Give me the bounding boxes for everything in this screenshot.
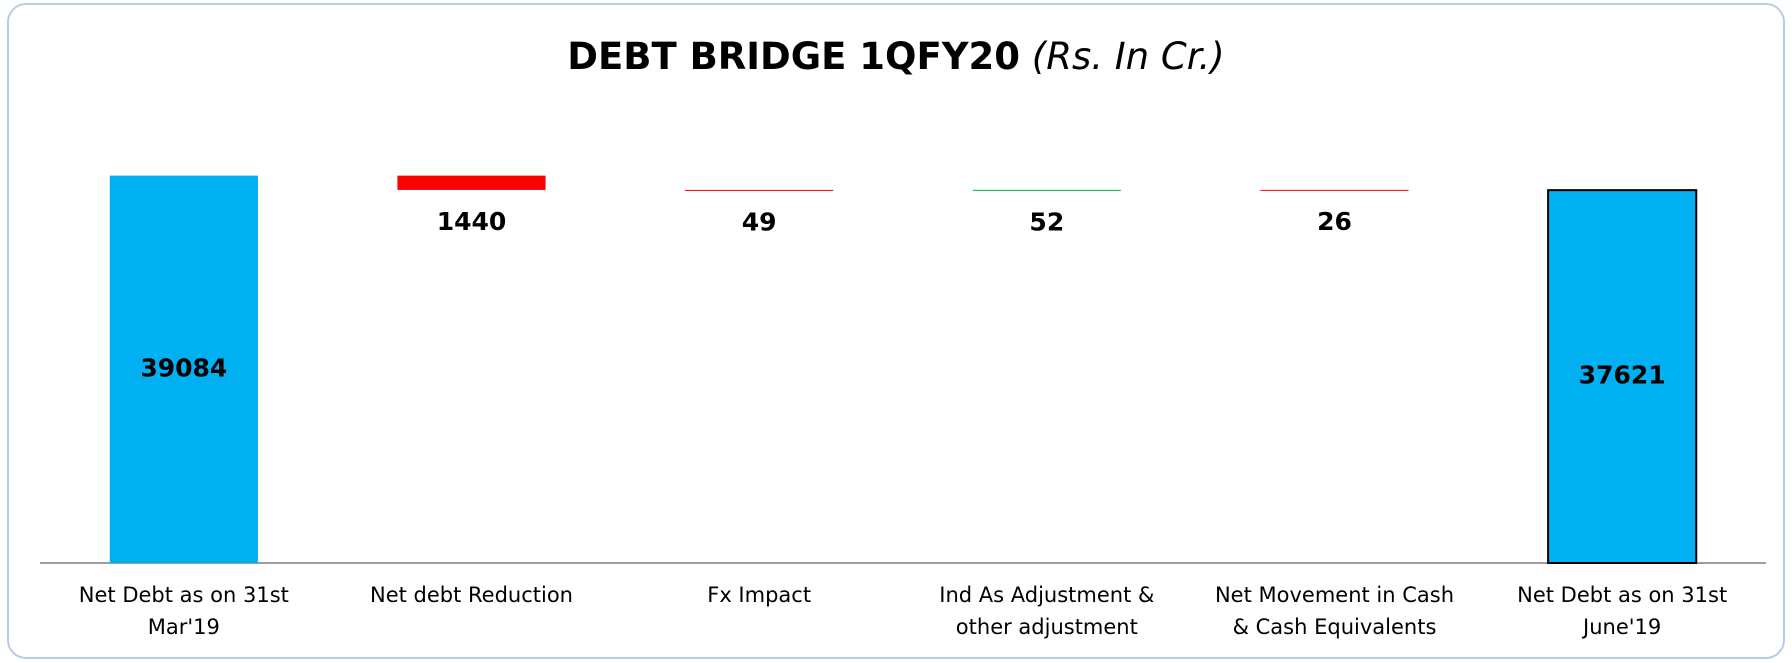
value-label: 39084: [140, 353, 227, 382]
bar: [109, 175, 258, 563]
chart-title: DEBT BRIDGE 1QFY20 (Rs. In Cr.): [567, 35, 1224, 78]
x-tick-label: Net Debt as on 31st June'19: [1517, 583, 1728, 639]
bar: [1547, 189, 1698, 564]
bar: [1260, 189, 1409, 191]
x-tick-label: Net Debt as on 31st Mar'19: [78, 583, 289, 639]
value-label: 49: [742, 207, 777, 236]
subtitle: (Rs. In Cr.): [1032, 35, 1225, 78]
value-label: 37621: [1579, 361, 1666, 390]
x-tick-label: Net Movement in Cash & Cash Equivalents: [1214, 583, 1455, 639]
value-label: 1440: [437, 207, 507, 236]
title: DEBT BRIDGE 1QFY20: [567, 35, 1020, 78]
value-label: 26: [1317, 207, 1352, 236]
x-tick-label: Ind As Adjustment & other adjustment: [939, 583, 1155, 639]
frame: [7, 3, 1785, 659]
x-tick-label: Fx Impact: [707, 583, 812, 607]
bar: [972, 189, 1121, 191]
bar: [397, 175, 546, 190]
value-label: 52: [1029, 207, 1064, 236]
bar: [685, 189, 834, 191]
x-tick-label: Net debt Reduction: [369, 583, 573, 607]
